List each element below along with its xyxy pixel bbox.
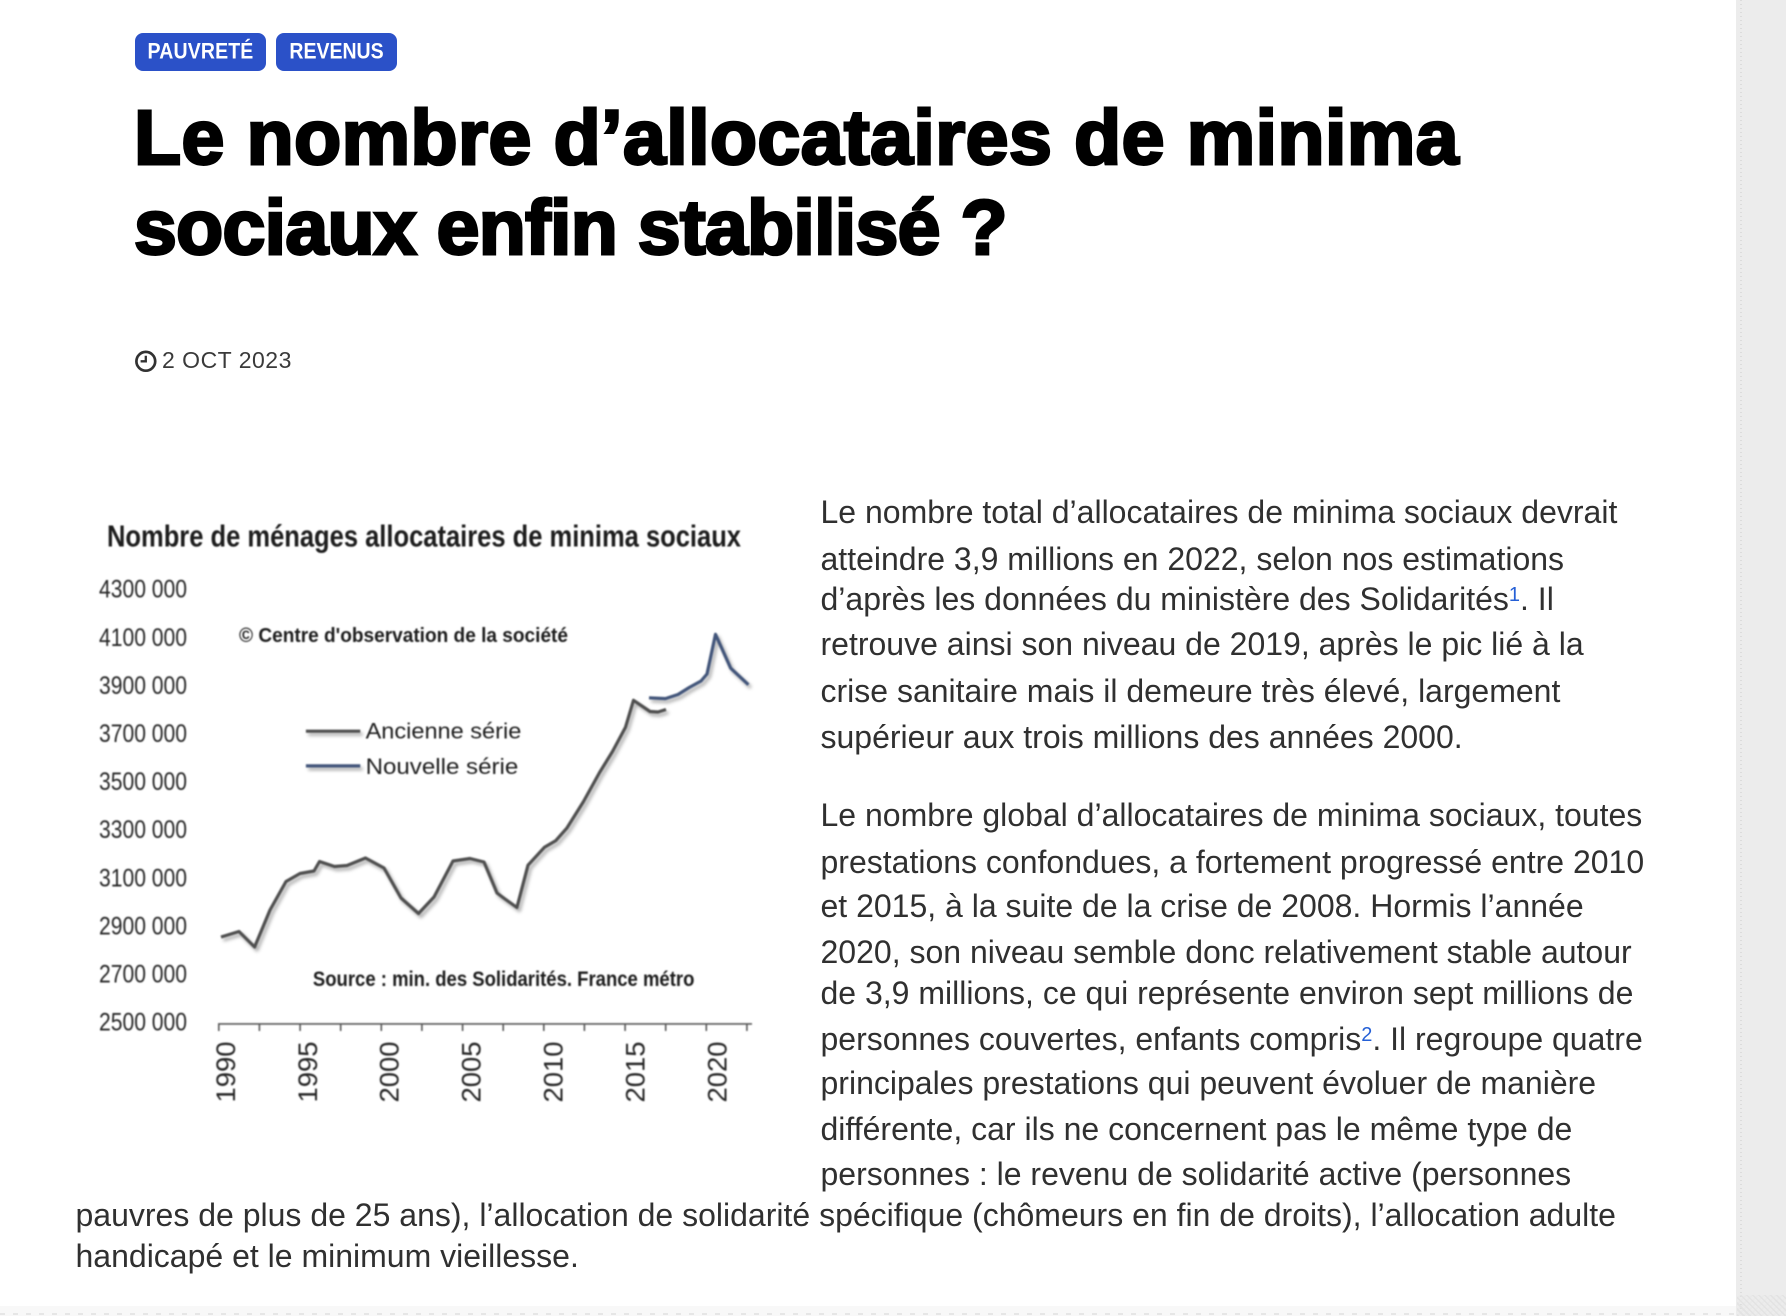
svg-text:2020: 2020: [702, 1042, 732, 1103]
svg-text:Nouvelle série: Nouvelle série: [366, 754, 519, 779]
svg-text:2010: 2010: [539, 1042, 569, 1103]
svg-text:Ancienne série: Ancienne série: [366, 719, 522, 744]
svg-text:Nombre de ménages allocataires: Nombre de ménages allocataires de minima…: [107, 518, 742, 553]
svg-text:3500 000: 3500 000: [99, 768, 187, 796]
svg-text:Source : min. des Solidarités: Source : min. des Solidarités. France mé…: [313, 968, 695, 991]
svg-text:2900 000: 2900 000: [99, 912, 187, 940]
svg-text:2015: 2015: [620, 1042, 650, 1103]
svg-text:3300 000: 3300 000: [99, 816, 187, 844]
svg-text:3700 000: 3700 000: [99, 720, 187, 748]
svg-text:4100 000: 4100 000: [99, 624, 187, 652]
svg-text:1990: 1990: [211, 1042, 241, 1103]
svg-text:1995: 1995: [293, 1042, 323, 1103]
svg-text:3900 000: 3900 000: [99, 672, 187, 700]
svg-text:4300 000: 4300 000: [99, 576, 187, 604]
svg-text:2000: 2000: [375, 1042, 405, 1103]
svg-text:2700 000: 2700 000: [99, 961, 187, 989]
svg-text:3100 000: 3100 000: [99, 864, 187, 892]
svg-text:© Centre d'observation de la: © Centre d'observation de la société: [239, 625, 568, 647]
svg-text:2005: 2005: [457, 1042, 487, 1103]
svg-text:2500 000: 2500 000: [99, 1009, 187, 1037]
